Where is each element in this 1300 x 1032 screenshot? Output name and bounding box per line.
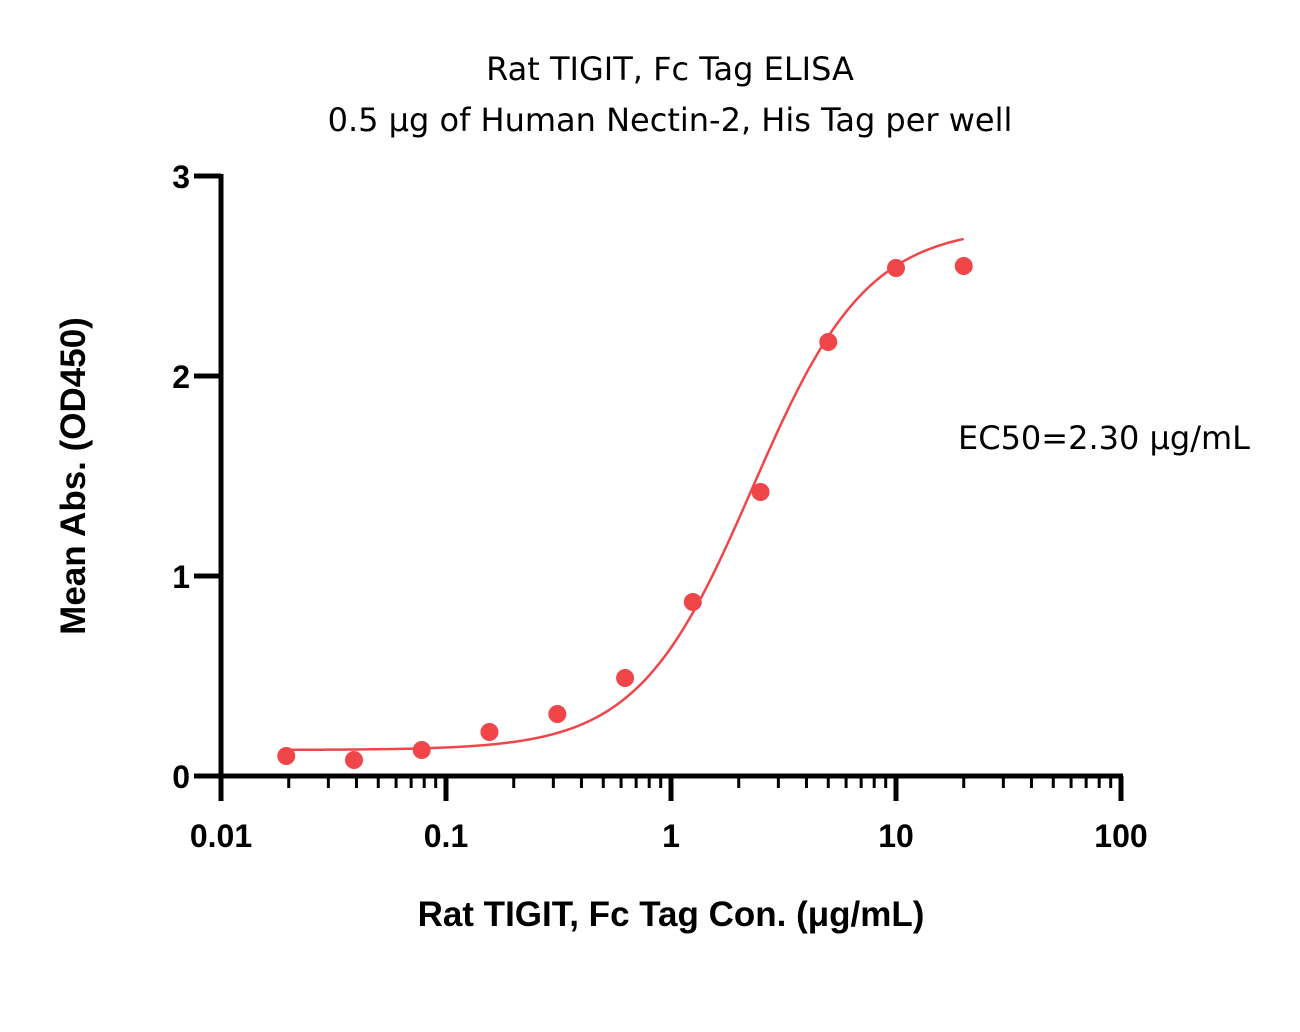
data-point	[819, 333, 838, 351]
data-point	[412, 741, 431, 759]
y-tick-label: 0	[172, 759, 190, 795]
axes	[218, 174, 1123, 779]
x-tick-label: 0.01	[190, 818, 252, 854]
y-axis-ticks: 0 1 2 3	[172, 159, 221, 795]
chart-subtitle: 0.5 μg of Human Nectin-2, His Tag per we…	[328, 101, 1013, 139]
data-point	[548, 705, 567, 723]
ec50-annotation: EC50=2.30 μg/mL	[958, 419, 1250, 457]
fit-curve	[286, 237, 965, 752]
data-points	[277, 257, 973, 769]
x-tick-label: 10	[878, 818, 914, 854]
chart-title: Rat TIGIT, Fc Tag ELISA	[486, 50, 854, 88]
data-point	[616, 669, 635, 687]
y-tick-label: 2	[172, 359, 190, 395]
data-point	[887, 259, 905, 277]
y-tick-label: 1	[172, 559, 190, 595]
data-point	[954, 257, 973, 275]
x-axis-label: Rat TIGIT, Fc Tag Con. (μg/mL)	[418, 895, 925, 934]
y-tick-label: 3	[172, 159, 190, 195]
x-tick-label: 0.1	[424, 818, 468, 854]
data-point	[751, 483, 770, 501]
x-axis-ticks: 0.01 0.1 1 10 100	[190, 776, 1148, 854]
data-point	[480, 723, 499, 741]
x-tick-label: 1	[662, 818, 680, 854]
x-tick-label: 100	[1094, 818, 1147, 854]
data-point	[683, 593, 702, 611]
y-axis-label: Mean Abs. (OD450)	[54, 317, 93, 635]
data-point	[277, 747, 296, 765]
data-point	[344, 751, 363, 769]
